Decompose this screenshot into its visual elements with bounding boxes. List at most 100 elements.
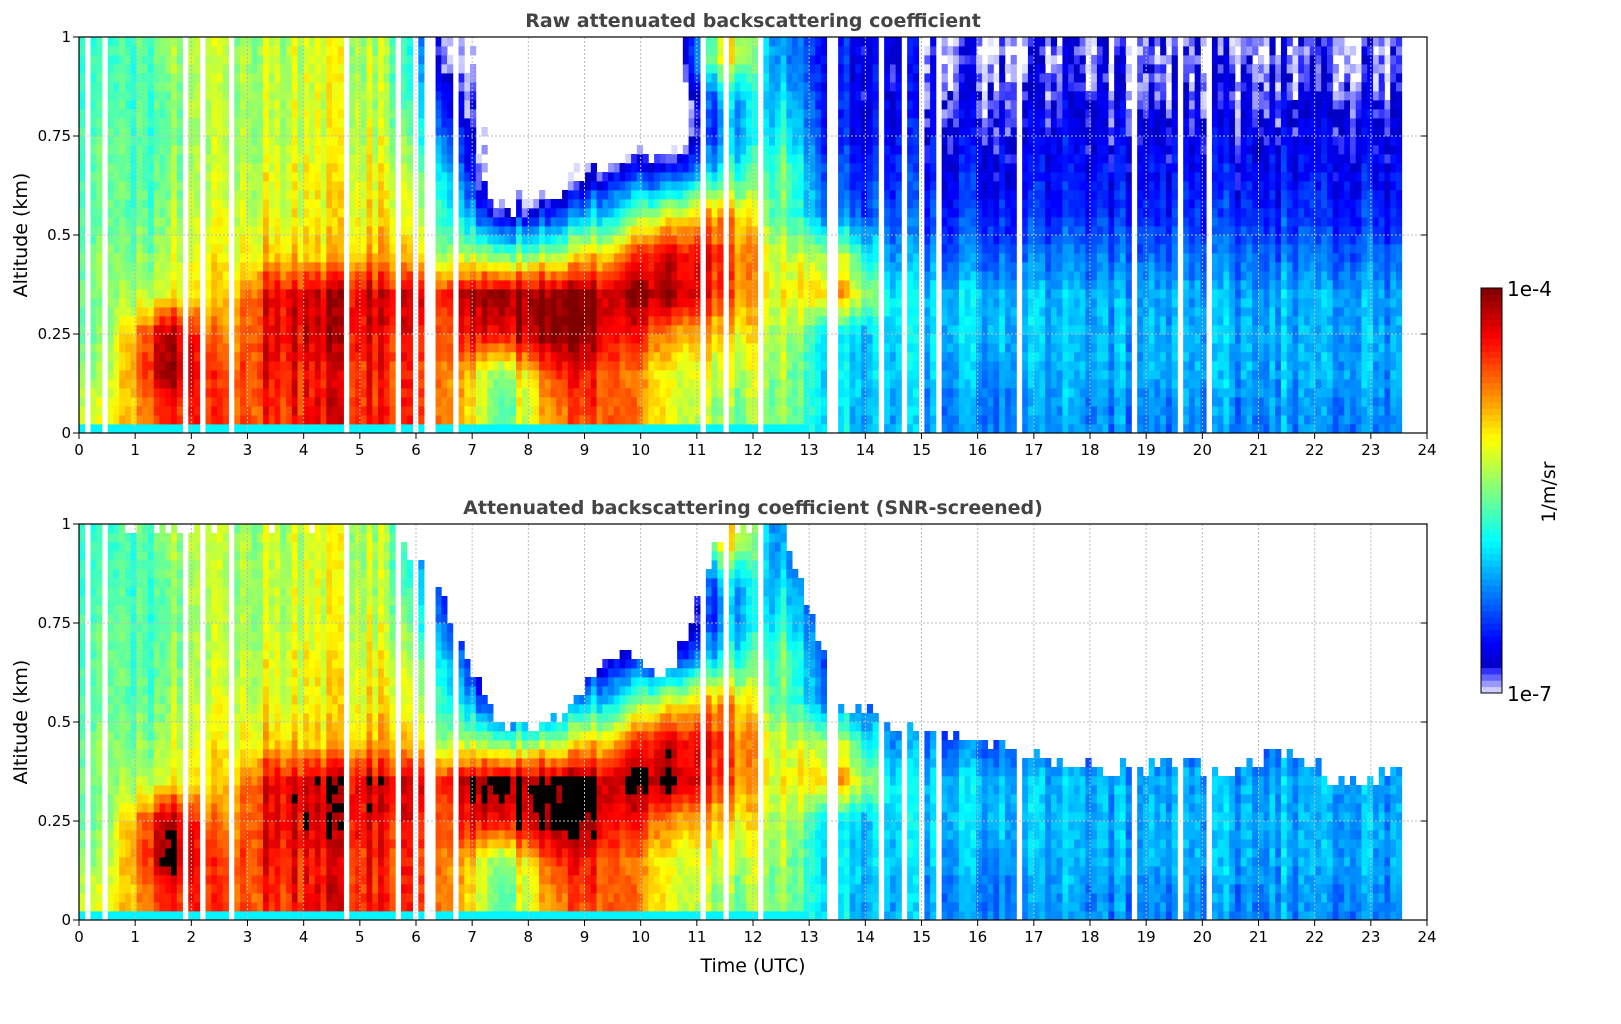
heatmap-cell — [96, 136, 102, 145]
heatmap-cell — [614, 370, 620, 379]
heatmap-cell — [568, 172, 574, 181]
heatmap-cell — [441, 262, 447, 271]
heatmap-cell — [545, 370, 551, 379]
heatmap-cell — [706, 397, 712, 406]
heatmap-cell — [263, 271, 269, 280]
heatmap-cell — [562, 316, 568, 325]
heatmap-cell — [223, 154, 229, 163]
heatmap-cell — [614, 424, 620, 433]
heatmap-cell — [792, 100, 798, 109]
heatmap-cell — [194, 262, 200, 271]
heatmap-cell — [729, 325, 735, 334]
heatmap-cell — [775, 82, 781, 91]
heatmap-cell — [303, 154, 309, 163]
heatmap-cell — [378, 199, 384, 208]
heatmap-cell — [125, 163, 131, 172]
heatmap-cell — [821, 334, 827, 343]
heatmap-cell — [91, 370, 97, 379]
heatmap-cell — [890, 181, 896, 190]
heatmap-cell — [142, 181, 148, 190]
heatmap-cell — [637, 154, 643, 163]
heatmap-cell — [786, 100, 792, 109]
heatmap-cell — [246, 64, 252, 73]
heatmap-cell — [401, 352, 407, 361]
heatmap-cell — [861, 226, 867, 235]
heatmap-cell — [815, 370, 821, 379]
heatmap-cell — [539, 208, 545, 217]
heatmap-cell — [326, 145, 332, 154]
heatmap-cell — [574, 235, 580, 244]
heatmap-cell — [171, 244, 177, 253]
heatmap-cell — [441, 163, 447, 172]
heatmap-cell — [769, 136, 775, 145]
heatmap-cell — [763, 325, 769, 334]
heatmap-cell — [401, 100, 407, 109]
heatmap-cell — [809, 199, 815, 208]
heatmap-cell — [717, 415, 723, 424]
heatmap-cell — [79, 307, 85, 316]
heatmap-cell — [614, 208, 620, 217]
heatmap-cell — [332, 82, 338, 91]
heatmap-cell — [257, 271, 263, 280]
heatmap-cell — [907, 298, 913, 307]
heatmap-cell — [809, 163, 815, 172]
heatmap-cell — [493, 271, 499, 280]
heatmap-cell — [96, 316, 102, 325]
heatmap-cell — [643, 361, 649, 370]
heatmap-cell — [361, 100, 367, 109]
heatmap-cell — [349, 352, 355, 361]
heatmap-cell — [441, 253, 447, 262]
heatmap-cell — [706, 100, 712, 109]
heatmap-cell — [896, 145, 902, 154]
heatmap-cell — [332, 235, 338, 244]
heatmap-cell — [401, 424, 407, 433]
heatmap-cell — [775, 181, 781, 190]
heatmap-cell — [303, 64, 309, 73]
heatmap-cell — [907, 361, 913, 370]
heatmap-cell — [240, 55, 246, 64]
heatmap-cell — [574, 388, 580, 397]
heatmap-cell — [717, 307, 723, 316]
heatmap-cell — [516, 379, 522, 388]
heatmap-cell — [620, 370, 626, 379]
heatmap-cell — [436, 244, 442, 253]
heatmap-cell — [252, 289, 258, 298]
heatmap-cell — [91, 46, 97, 55]
heatmap-cell — [476, 262, 482, 271]
heatmap-cell — [850, 163, 856, 172]
heatmap-cell — [660, 217, 666, 226]
heatmap-cell — [568, 280, 574, 289]
heatmap-cell — [292, 379, 298, 388]
heatmap-cell — [769, 334, 775, 343]
heatmap-cell — [643, 244, 649, 253]
heatmap-cell — [522, 325, 528, 334]
heatmap-cell — [275, 298, 281, 307]
heatmap-cell — [367, 199, 373, 208]
heatmap-cell — [125, 244, 131, 253]
heatmap-cell — [142, 109, 148, 118]
heatmap-cell — [746, 289, 752, 298]
heatmap-cell — [643, 307, 649, 316]
heatmap-cell — [165, 334, 171, 343]
heatmap-cell — [844, 181, 850, 190]
heatmap-cell — [234, 100, 240, 109]
heatmap-cell — [792, 37, 798, 46]
heatmap-cell — [217, 37, 223, 46]
heatmap-cell — [907, 379, 913, 388]
heatmap-cell — [798, 226, 804, 235]
heatmap-cell — [246, 235, 252, 244]
heatmap-cell — [677, 172, 683, 181]
heatmap-cell — [884, 370, 890, 379]
heatmap-cell — [591, 379, 597, 388]
heatmap-cell — [160, 127, 166, 136]
heatmap-cell — [746, 406, 752, 415]
heatmap-cell — [482, 208, 488, 217]
heatmap-cell — [79, 289, 85, 298]
heatmap-cell — [378, 343, 384, 352]
heatmap-cell — [367, 280, 373, 289]
heatmap-cell — [211, 181, 217, 190]
heatmap-cell — [280, 181, 286, 190]
heatmap-cell — [459, 100, 465, 109]
heatmap-cell — [815, 145, 821, 154]
heatmap-cell — [625, 325, 631, 334]
